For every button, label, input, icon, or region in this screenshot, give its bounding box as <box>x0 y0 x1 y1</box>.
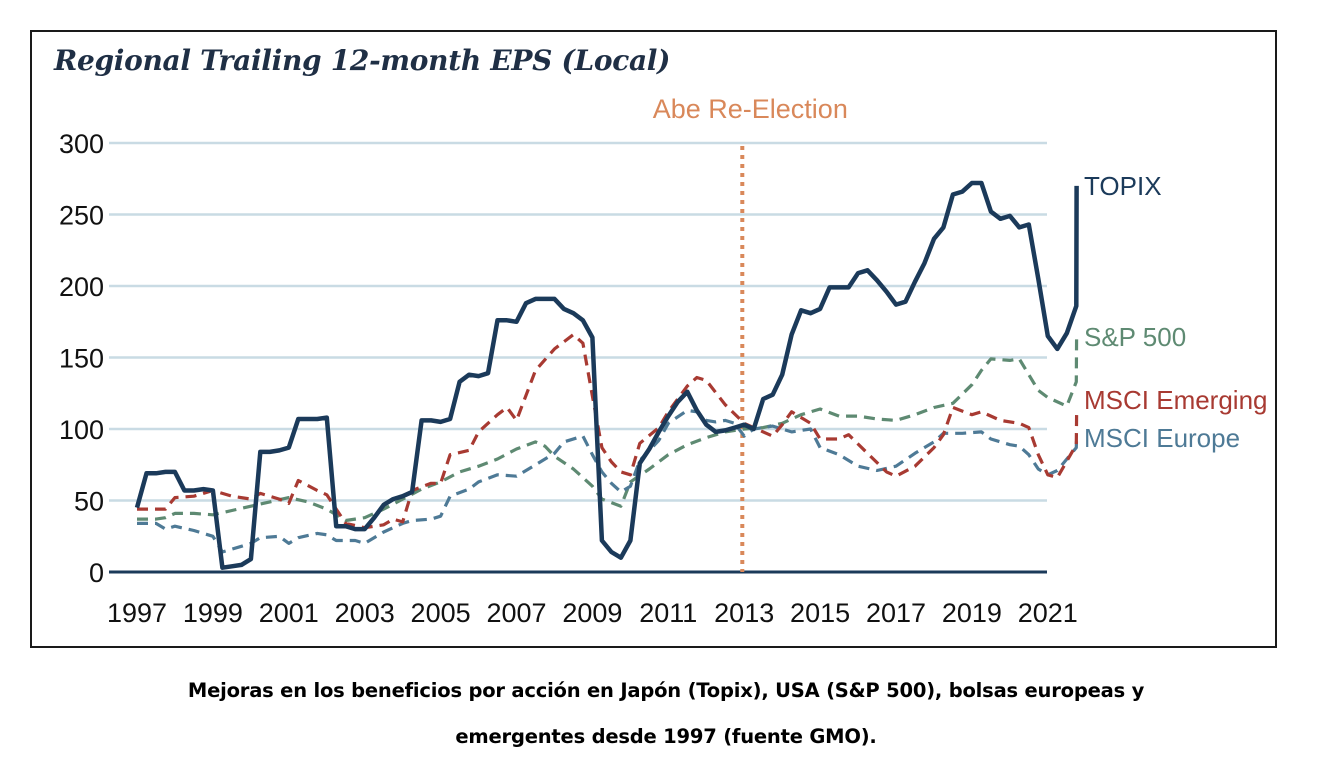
chart-frame: Regional Trailing 12-month EPS (Local) A… <box>30 30 1277 648</box>
x-tick-label: 1999 <box>183 598 243 628</box>
x-axis: 1997 1999 2001 2003 2005 2007 2009 2011 2013 2015… <box>107 598 1078 628</box>
x-tick-label: 2019 <box>942 598 1002 628</box>
x-tick-label: 1997 <box>107 598 167 628</box>
y-tick-label: 300 <box>59 129 104 159</box>
y-tick-label: 200 <box>59 272 104 302</box>
x-tick-label: 2005 <box>411 598 471 628</box>
series-label-s-p-500: S&P 500 <box>1084 322 1186 352</box>
series-line-msci-emerging <box>137 333 1079 530</box>
x-tick-label: 2007 <box>486 598 546 628</box>
x-tick-label: 2003 <box>335 598 395 628</box>
x-tick-label: 2021 <box>1018 598 1078 628</box>
series-labels: TOPIX S&P 500 MSCI Emerging MSCI Europe <box>1084 171 1268 453</box>
caption-line-1: Mejoras en los beneficios por acción en … <box>187 679 1145 702</box>
x-tick-label: 2011 <box>639 598 697 628</box>
y-tick-label: 150 <box>59 344 104 374</box>
y-tick-label: 50 <box>74 487 104 517</box>
series-label-topix: TOPIX <box>1084 171 1162 201</box>
caption-line-2: emergentes desde 1997 (fuente GMO). <box>455 725 877 748</box>
x-tick-label: 2013 <box>714 598 774 628</box>
x-tick-label: 2015 <box>790 598 850 628</box>
series-line-s-p-500 <box>137 335 1079 523</box>
chart: Regional Trailing 12-month EPS (Local) A… <box>53 44 1268 628</box>
series-label-msci-europe: MSCI Europe <box>1084 423 1240 453</box>
chart-title: Regional Trailing 12-month EPS (Local) <box>53 44 670 77</box>
y-tick-label: 0 <box>89 558 104 588</box>
series-lines <box>134 180 1079 570</box>
x-tick-label: 2009 <box>562 598 622 628</box>
x-tick-label: 2017 <box>866 598 926 628</box>
gridlines <box>109 141 1047 574</box>
annotations: Abe Re-Election <box>653 94 848 572</box>
series-line-topix <box>134 180 1079 570</box>
series-line-msci-europe <box>137 408 1079 554</box>
annotation-label: Abe Re-Election <box>653 94 848 124</box>
x-tick-label: 2001 <box>259 598 319 628</box>
figure-caption: Mejoras en los beneficios por acción en … <box>0 668 1332 760</box>
y-tick-label: 250 <box>59 201 104 231</box>
y-tick-label: 100 <box>59 415 104 445</box>
series-label-msci-emerging: MSCI Emerging <box>1084 385 1268 415</box>
y-axis: 0 50 100 150 200 250 300 <box>59 129 104 588</box>
